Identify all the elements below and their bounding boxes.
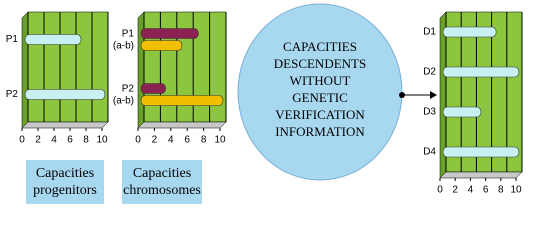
y-tick-label: D4 xyxy=(423,147,436,158)
bar xyxy=(140,40,183,51)
x-tick-label: 2 xyxy=(152,135,158,146)
plot-side xyxy=(21,11,29,129)
x-tick-label: 2 xyxy=(452,185,458,196)
page: CAPACITIES DESCENDENTS WITHOUT GENETIC VERIF… xyxy=(5,3,523,204)
y-tick-label: D2 xyxy=(423,67,436,78)
circle-text: CAPACITIES xyxy=(283,39,357,54)
diagram: CAPACITIES DESCENDENTS WITHOUT GENETIC VERIF… xyxy=(6,3,523,196)
plot-area xyxy=(27,11,109,123)
circle-text: VERIFICATION xyxy=(275,107,365,122)
bar xyxy=(140,83,166,94)
x-tick-label: 8 xyxy=(498,185,504,196)
y-tick-label: D1 xyxy=(423,27,436,38)
x-tick-label: 8 xyxy=(83,135,89,146)
plot-area xyxy=(445,11,523,173)
circle-text: WITHOUT xyxy=(290,73,351,88)
bar xyxy=(140,95,224,106)
x-tick-label: 6 xyxy=(483,185,489,196)
bar xyxy=(24,34,82,45)
y-tick-label: D3 xyxy=(423,107,436,118)
plot-floor xyxy=(21,121,109,129)
y-tick-label: P2 xyxy=(6,89,19,100)
x-tick-label: 10 xyxy=(214,135,226,146)
circle-text: GENETIC xyxy=(292,90,348,105)
arrow-head xyxy=(430,91,437,99)
x-tick-label: 4 xyxy=(168,135,174,146)
x-tick-label: 4 xyxy=(51,135,57,146)
arrow-dot xyxy=(399,92,405,98)
bar xyxy=(442,146,520,158)
y-tick-label: P2 (a-b) xyxy=(113,83,135,106)
plot-floor xyxy=(137,121,227,129)
bar xyxy=(442,106,482,118)
x-tick-label: 0 xyxy=(135,135,141,146)
bar xyxy=(140,28,199,39)
y-tick-label: P1 (a-b) xyxy=(113,28,135,51)
circle-text: DESCENDENTS xyxy=(274,56,366,71)
caption: Capacities chromosomes xyxy=(122,160,202,204)
bar xyxy=(442,26,497,38)
plot-floor xyxy=(439,171,523,179)
x-tick-label: 8 xyxy=(201,135,207,146)
bar xyxy=(442,66,520,78)
x-tick-label: 2 xyxy=(35,135,41,146)
caption: Capacities progenitors xyxy=(26,160,104,204)
x-tick-label: 10 xyxy=(96,135,108,146)
x-tick-label: 0 xyxy=(437,185,443,196)
bar xyxy=(24,89,106,100)
x-tick-label: 6 xyxy=(184,135,190,146)
x-tick-label: 0 xyxy=(19,135,25,146)
x-tick-label: 6 xyxy=(67,135,73,146)
x-tick-label: 10 xyxy=(510,185,522,196)
y-tick-label: P1 xyxy=(6,34,19,45)
x-tick-label: 4 xyxy=(468,185,474,196)
circle-text: INFORMATION xyxy=(275,124,365,139)
